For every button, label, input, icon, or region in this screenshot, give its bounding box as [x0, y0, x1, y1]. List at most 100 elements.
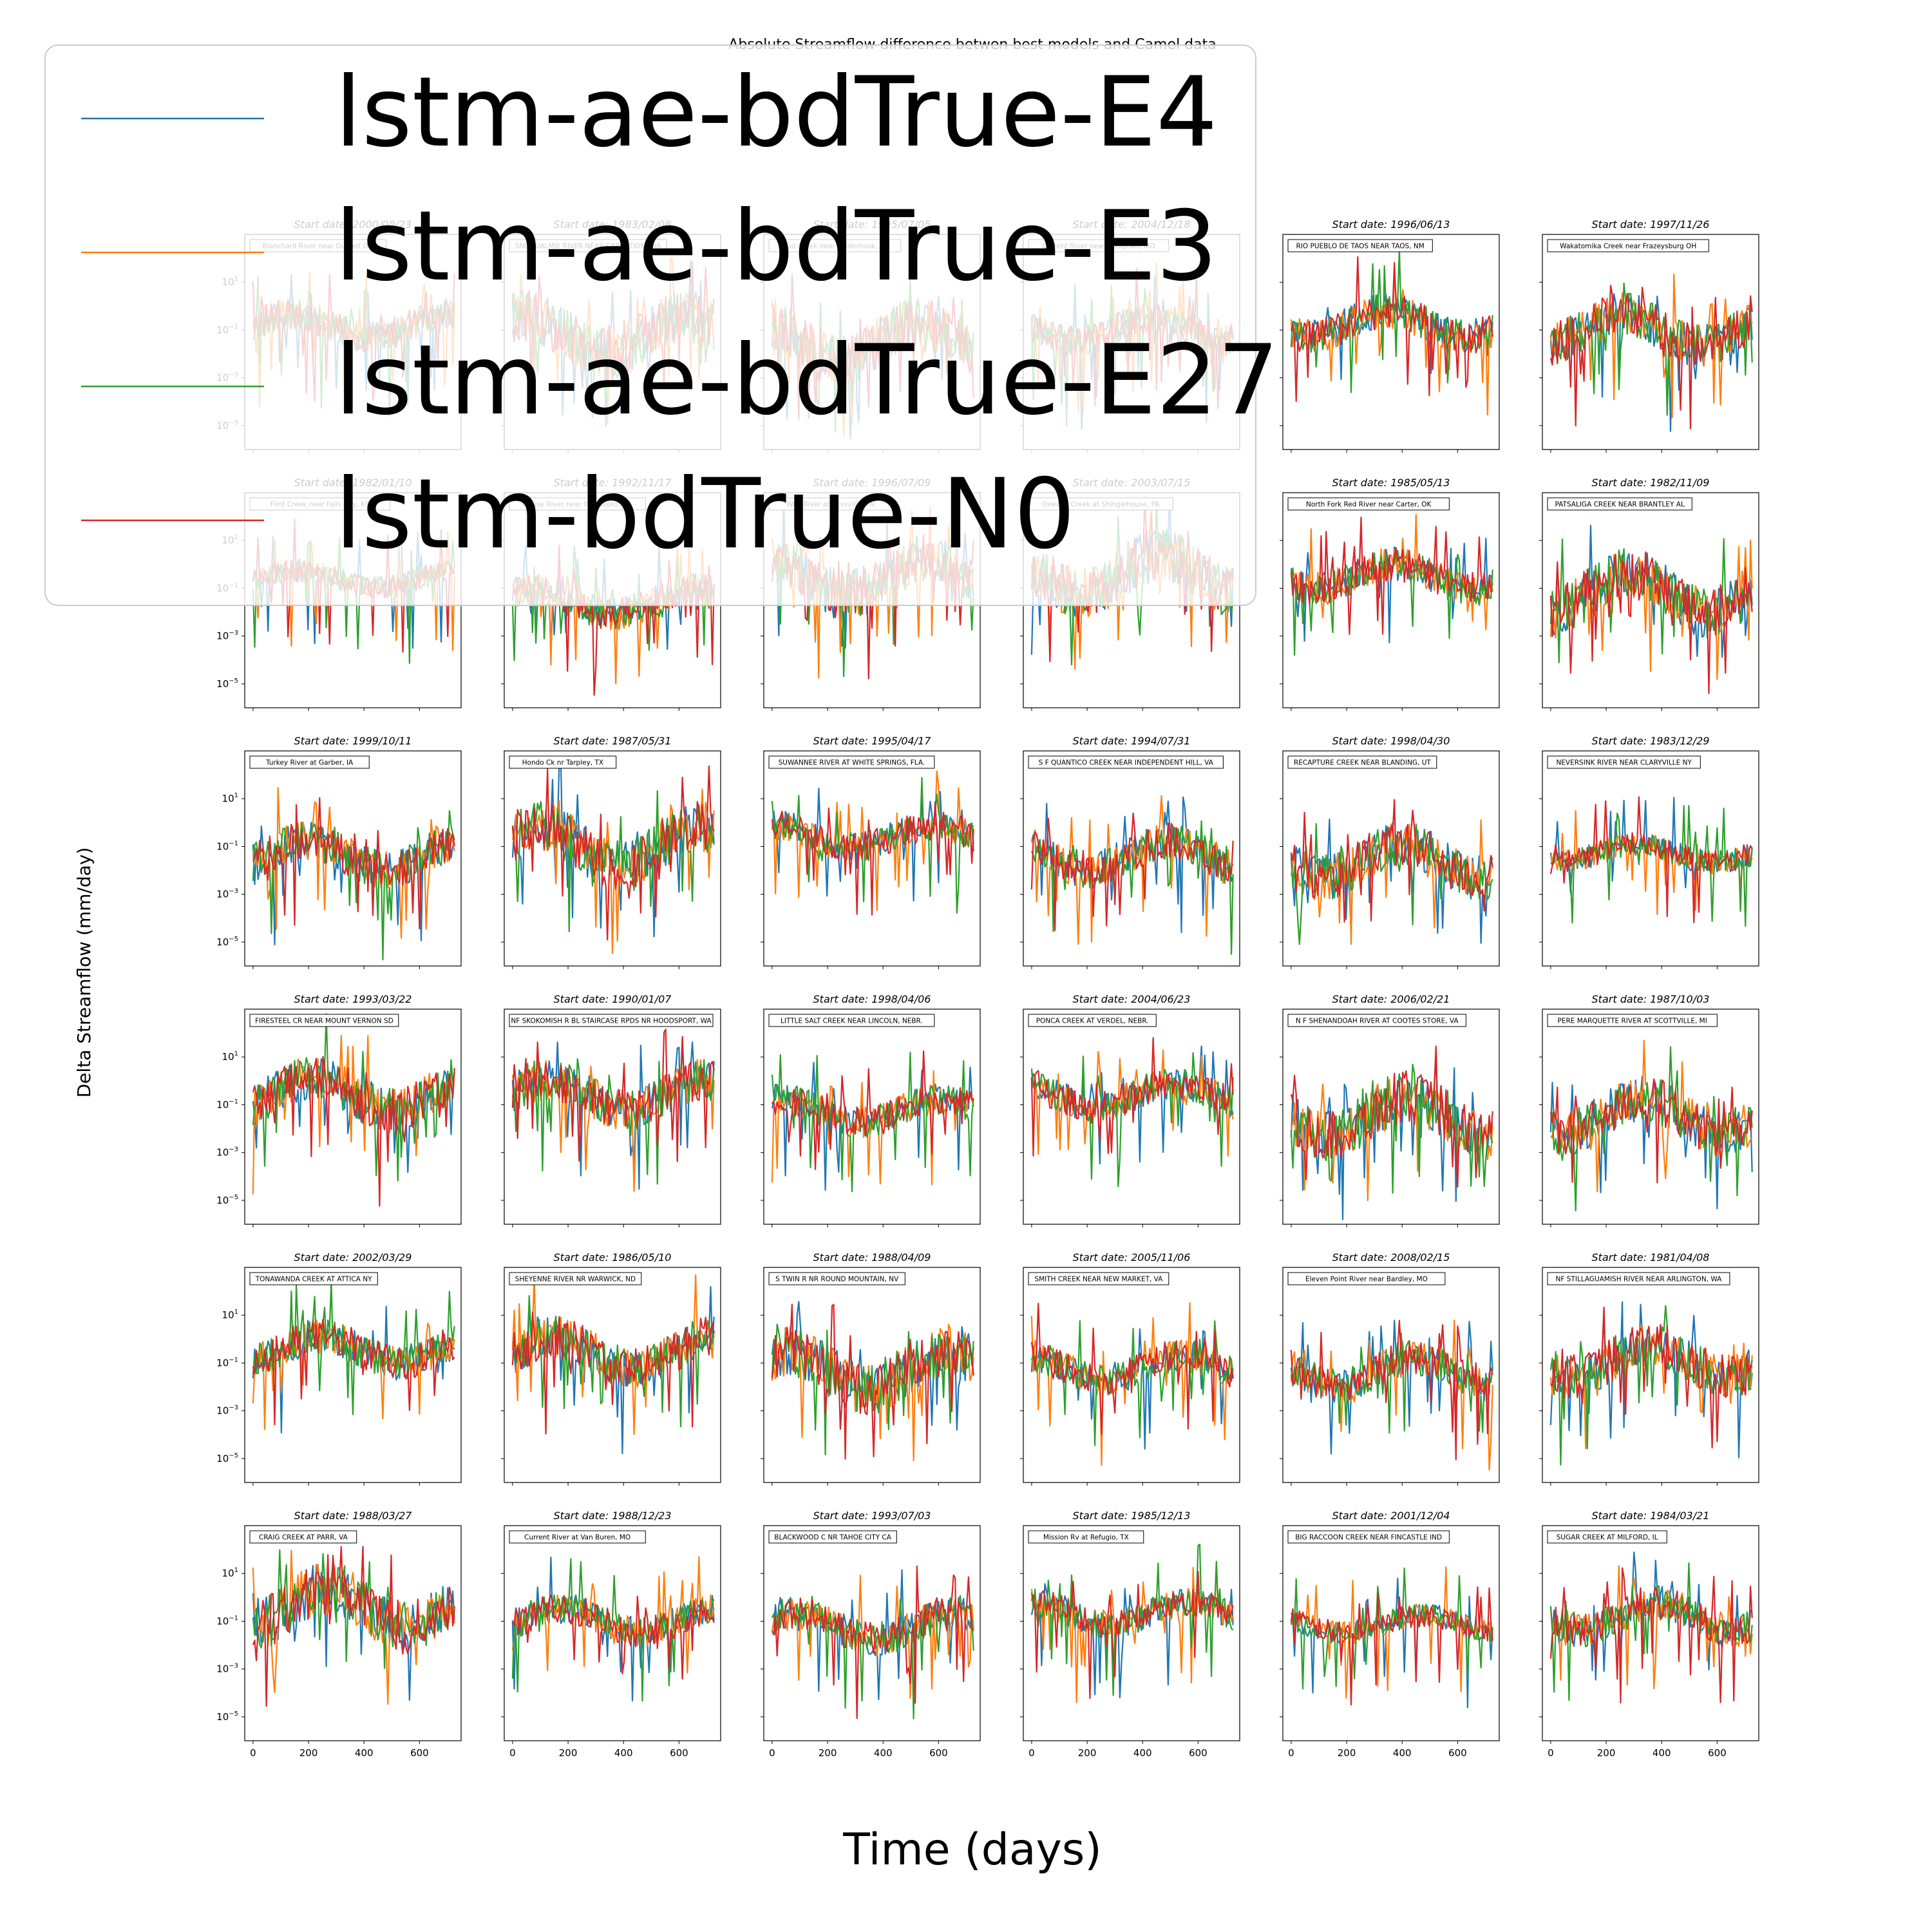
series-line	[252, 1549, 455, 1705]
panel-start-date: Start date: 1988/04/09	[813, 1251, 931, 1264]
series-line	[1030, 1320, 1234, 1446]
series-line	[511, 1558, 715, 1702]
panel-frame	[1282, 750, 1500, 967]
station-name: LITTLE SALT CREEK NEAR LINCOLN, NEBR.	[781, 1018, 923, 1025]
x-tick-label: 0	[509, 1747, 516, 1759]
panel-frame	[1023, 1525, 1240, 1741]
panel: Start date: 1996/06/13 RIO PUEBLO DE TAOS…	[1280, 218, 1500, 453]
station-name: S TWIN R NR ROUND MOUNTAIN, NV	[775, 1276, 899, 1283]
station-box	[249, 1272, 378, 1285]
series-line	[511, 765, 715, 941]
panel-frame	[1023, 1009, 1240, 1225]
station-name: Current River at Van Buren, MO	[524, 1534, 630, 1542]
station-name: Hondo Ck nr Tarpley, TX	[522, 759, 603, 767]
panel: Start date: 1985/05/13 North Fork Red Riv…	[1280, 477, 1500, 711]
legend-label: lstm-ae-bdTrue-E3	[335, 191, 1218, 303]
series-line	[1030, 812, 1234, 932]
x-tick-label: 200	[299, 1747, 318, 1759]
x-tick-label: 200	[1078, 1747, 1097, 1759]
station-name: PERE MARQUETTE RIVER AT SCOTTVILLE, MI	[1558, 1018, 1707, 1025]
panel-start-date: Start date: 2001/12/04	[1332, 1510, 1450, 1522]
y-tick-label: 10−1	[216, 1356, 238, 1368]
x-axis-label: Time (days)	[842, 1824, 1102, 1875]
panel: Start date: 1987/10/03 PERE MARQUETTE RIV…	[1539, 993, 1759, 1227]
y-tick-label: 10−5	[216, 1452, 238, 1464]
panel: 101 10−1 10−3 10−5 Start date: 2002/03/29 TON…	[216, 1251, 462, 1486]
legend: lstm-ae-bdTrue-E4 lstm-ae-bdTrue-E3 lstm-a…	[44, 44, 1279, 606]
panel-frame	[504, 1525, 721, 1741]
series-line	[252, 1280, 455, 1416]
panel-start-date: Start date: 1982/11/09	[1592, 477, 1710, 489]
station-name: RECAPTURE CREEK NEAR BLANDING, UT	[1294, 759, 1431, 767]
series-line	[771, 1051, 974, 1193]
panel-start-date: Start date: 1993/07/03	[813, 1510, 931, 1522]
series-line	[1549, 285, 1753, 430]
panel: Start date: 1997/11/26 Wakatomika Creek n…	[1539, 218, 1759, 453]
series-line	[511, 790, 715, 933]
station-name: NF STILLAGUAMISH RIVER NEAR ARLINGTON, W…	[1556, 1276, 1723, 1283]
station-box	[1547, 497, 1692, 511]
legend-label: lstm-ae-bdTrue-E4	[335, 57, 1218, 169]
x-tick-label: 400	[874, 1747, 893, 1759]
station-box	[1287, 1272, 1446, 1285]
panel-start-date: Start date: 2006/02/21	[1332, 993, 1450, 1005]
x-tick-label: 0	[769, 1747, 775, 1759]
series-line	[1290, 1320, 1493, 1461]
station-box	[1287, 239, 1433, 252]
panel: Start date: 1995/04/17 SUWANNEE RIVER AT …	[761, 735, 981, 969]
panel-start-date: Start date: 1999/10/11	[294, 735, 412, 747]
series-line	[1290, 819, 1493, 945]
station-name: PONCA CREEK AT VERDEL, NEBR.	[1036, 1018, 1149, 1025]
series-line	[1549, 282, 1753, 416]
panel-start-date: Start date: 1981/04/08	[1592, 1251, 1710, 1264]
station-box	[1028, 1014, 1157, 1027]
series-line	[1549, 1567, 1753, 1704]
panel-frame	[1282, 1525, 1500, 1741]
panel: Start date: 2008/02/15 Eleven Point River…	[1280, 1251, 1500, 1486]
panel-frame	[1542, 492, 1759, 708]
panel-frame	[1542, 750, 1759, 967]
panel: 101 10−1 10−3 10−5 0 200 400 600 Start date: 198…	[216, 1510, 462, 1759]
x-tick-label: 200	[819, 1747, 837, 1759]
y-tick-label: 10−3	[216, 1146, 238, 1159]
station-box	[509, 1272, 642, 1285]
panel-frame	[244, 1267, 462, 1483]
station-box	[768, 755, 935, 769]
series-line	[1290, 818, 1493, 944]
series-line	[771, 1565, 974, 1719]
station-name: RIO PUEBLO DE TAOS NEAR TAOS, NM	[1296, 243, 1425, 251]
panel: 0 200 400 600 Start date: 1985/12/13 Mission …	[1020, 1510, 1240, 1759]
y-tick-label: 10−3	[216, 888, 238, 900]
legend-label: lstm-ae-bdTrue-E27	[335, 325, 1279, 437]
station-box	[1547, 755, 1701, 769]
panel-frame	[504, 1267, 721, 1483]
series-line	[1030, 1037, 1234, 1157]
x-tick-label: 400	[1393, 1747, 1412, 1759]
series-line	[771, 1050, 974, 1170]
station-box	[768, 1272, 905, 1285]
x-tick-label: 200	[1338, 1747, 1356, 1759]
series-line	[1549, 538, 1753, 664]
y-tick-label: 10−3	[216, 630, 238, 642]
y-tick-label: 101	[222, 1050, 238, 1063]
station-name: NEVERSINK RIVER NEAR CLARYVILLE NY	[1556, 759, 1692, 767]
x-tick-label: 600	[1189, 1747, 1208, 1759]
panel-frame	[763, 750, 981, 967]
panel-start-date: Start date: 1985/12/13	[1073, 1510, 1191, 1522]
panel: 0 200 400 600 Start date: 2001/12/04 BIG RACC…	[1280, 1510, 1500, 1759]
station-name: N F SHENANDOAH RIVER AT COOTES STORE, VA	[1296, 1018, 1459, 1025]
y-tick-label: 10−1	[216, 1098, 238, 1110]
panel-start-date: Start date: 1984/03/21	[1592, 1510, 1710, 1522]
station-box	[1028, 1530, 1144, 1544]
station-name: Turkey River at Garber, IA	[265, 759, 354, 767]
x-tick-label: 400	[614, 1747, 633, 1759]
station-box	[509, 755, 617, 769]
station-box	[1547, 1014, 1718, 1027]
series-line	[1290, 516, 1493, 636]
panel-start-date: Start date: 1996/06/13	[1332, 218, 1450, 231]
panel-start-date: Start date: 1994/07/31	[1073, 735, 1191, 747]
panel-frame	[1542, 1525, 1759, 1741]
station-box	[1547, 1530, 1667, 1544]
station-box	[1287, 755, 1437, 769]
panel: Start date: 1982/11/09 PATSALIGA CREEK NE…	[1539, 477, 1759, 711]
